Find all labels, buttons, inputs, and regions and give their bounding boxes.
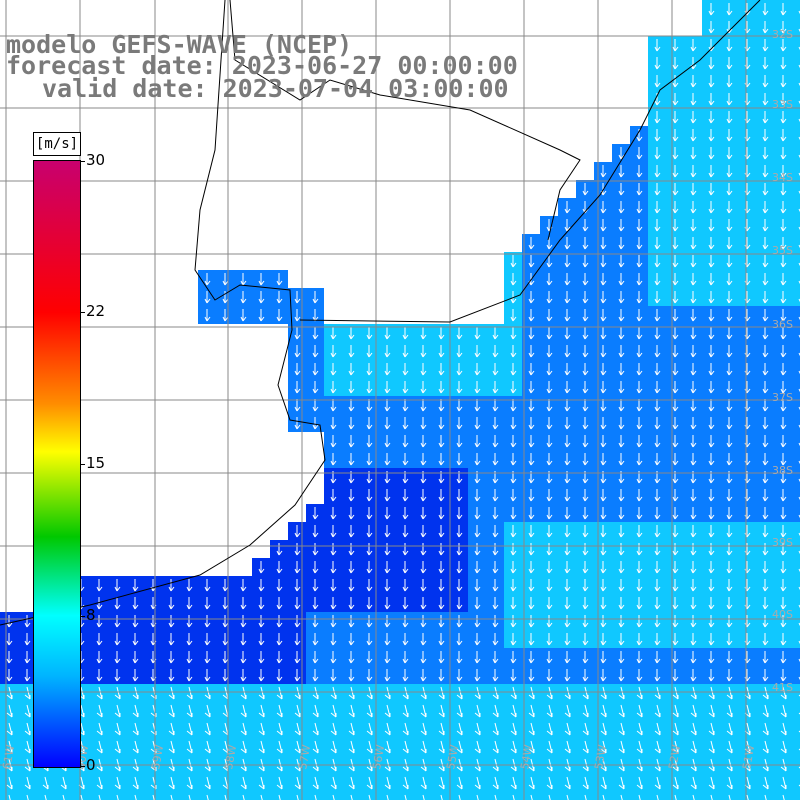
coastline [0,0,761,626]
lon-label: 53W [592,744,609,771]
lon-label: 58W [222,744,239,771]
legend-tick-22: 22 [86,302,106,320]
legend-tick-8: 8 [86,606,96,624]
lat-label: 33S [772,98,793,111]
lon-label: 51W [740,744,757,771]
legend-unit: [m/s] [33,132,81,156]
lon-label: 56W [370,744,387,771]
legend-tick-0: 0 [86,756,96,774]
lon-label: 52W [666,744,683,771]
title-valid-date: valid date: 2023-07-04 03:00:00 [42,74,509,103]
title-forecast-date: forecast date: 2023-06-27 00:00:00 [6,51,518,80]
lon-label: 54W [518,744,535,771]
lat-label: 39S [772,536,793,549]
lat-label: 32S [772,28,793,41]
lat-label: 41S [772,681,793,694]
lat-label: 37S [772,391,793,404]
legend-tick-15: 15 [86,454,106,472]
lat-label: 35S [772,244,793,257]
lon-label: 55W [444,744,461,771]
lon-label: 61W [0,744,17,771]
lat-label: 38S [772,464,793,477]
lat-label: 36S [772,318,793,331]
legend-tick-30: 30 [86,151,106,169]
lat-label: 40S [772,608,793,621]
lon-label: 57W [296,744,313,771]
title-model: modelo GEFS-WAVE (NCEP) [6,30,353,59]
color-scale-bar [33,160,81,768]
lon-label: 59W [149,744,166,771]
lat-label: 34S [772,171,793,184]
